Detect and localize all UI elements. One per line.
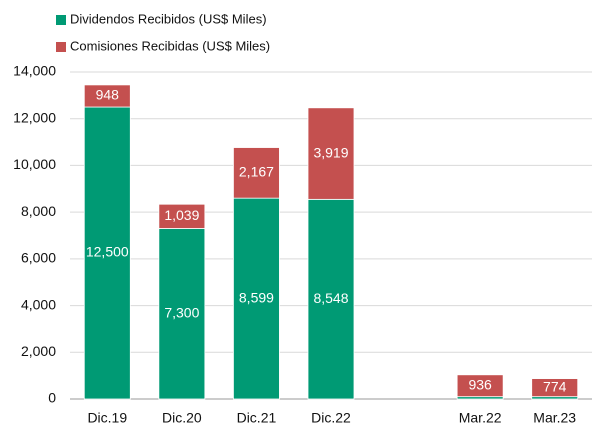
bar-segment	[83, 106, 131, 400]
y-tick-label: 8,000	[21, 203, 56, 219]
value-label: 12,500	[86, 244, 129, 260]
bar-segment	[83, 84, 131, 108]
value-label: 936	[468, 376, 492, 392]
x-tick-label: Mar.23	[533, 410, 576, 426]
value-label: 8,548	[313, 290, 348, 306]
legend-label: Comisiones Recibidas (US$ Miles)	[70, 38, 270, 53]
y-tick-label: 12,000	[13, 109, 56, 125]
y-tick-label: 4,000	[21, 296, 56, 312]
legend-label: Dividendos Recibidos (US$ Miles)	[70, 11, 267, 26]
bar-segment	[233, 147, 280, 199]
legend-swatch	[56, 42, 66, 52]
value-label: 948	[96, 87, 120, 103]
value-label: 1,039	[164, 207, 199, 223]
value-label: 774	[543, 378, 567, 394]
bar-segment	[456, 374, 504, 398]
y-tick-label: 2,000	[21, 343, 56, 359]
x-tick-label: Mar.22	[459, 410, 502, 426]
y-tick-label: 6,000	[21, 250, 56, 266]
x-tick-label: Dic.21	[237, 410, 277, 426]
value-label: 2,167	[239, 164, 274, 180]
bar-segment	[307, 107, 355, 200]
y-tick-label: 0	[48, 390, 56, 406]
bar-segment	[531, 378, 579, 398]
x-tick-label: Dic.19	[87, 410, 127, 426]
x-tick-label: Dic.20	[162, 410, 202, 426]
bar-segment	[158, 203, 206, 229]
y-tick-label: 14,000	[13, 63, 56, 79]
value-label: 8,599	[239, 289, 274, 305]
bar-segment	[158, 228, 206, 400]
y-tick-label: 10,000	[13, 156, 56, 172]
value-label: 3,919	[313, 144, 348, 160]
bar-segment	[233, 197, 280, 400]
value-label: 7,300	[164, 304, 199, 320]
legend-swatch	[56, 15, 66, 25]
x-tick-label: Dic.22	[311, 410, 351, 426]
